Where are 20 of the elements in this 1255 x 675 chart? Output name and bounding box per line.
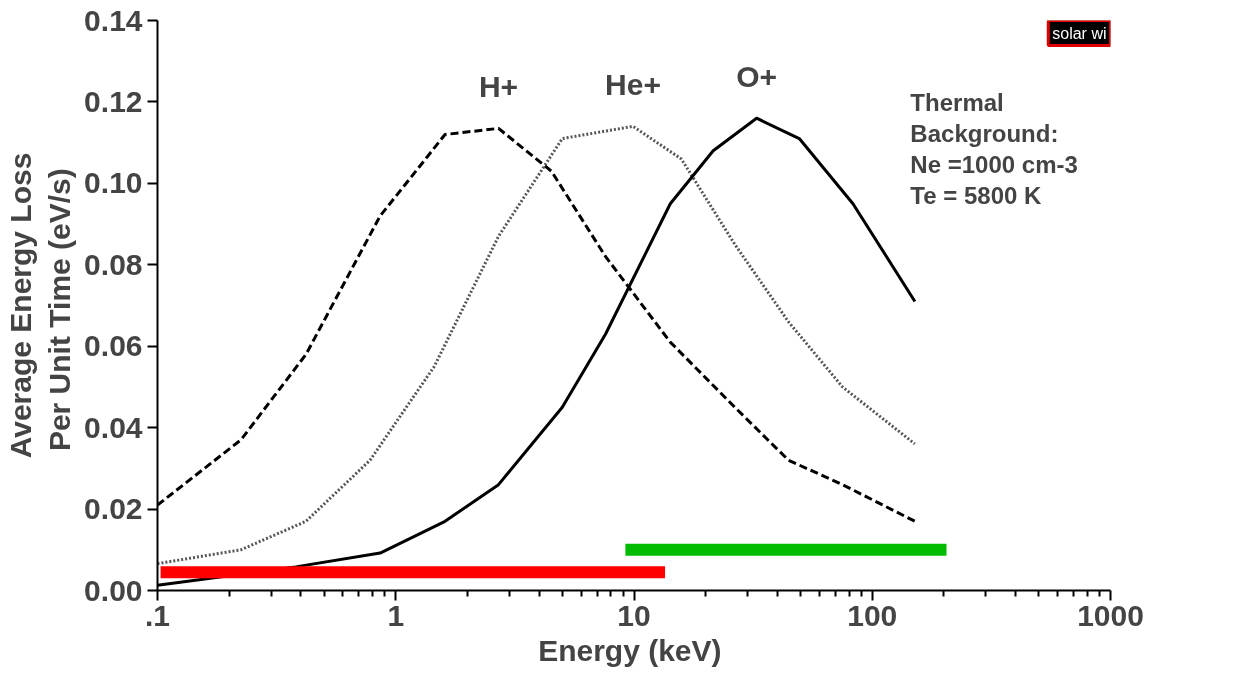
series-label: O+	[736, 60, 778, 94]
annotation: solar wi	[1052, 24, 1107, 42]
x-tick-label: .1	[144, 598, 171, 632]
x-axis-title: Energy (keV)	[538, 633, 722, 667]
x-tick-label: 1000	[1077, 598, 1144, 632]
x-tick-label: 1	[387, 598, 405, 632]
y-tick-label: 0.00	[84, 573, 143, 607]
x-tick-label: 10	[617, 598, 651, 632]
y-tick-label: 0.06	[84, 329, 143, 363]
y-tick-label: 0.10	[84, 166, 143, 200]
y-tick-label: 0.04	[84, 410, 143, 444]
x-tick-label: 100	[847, 598, 898, 632]
y-tick-label: 0.12	[84, 84, 143, 118]
y-tick-label: 0.08	[84, 247, 143, 281]
series-label: H+	[478, 70, 519, 104]
y-tick-label: 0.14	[84, 3, 143, 37]
y-tick-label: 0.02	[84, 492, 143, 526]
series-label: He+	[605, 68, 661, 102]
annotation: Thermal Background: Ne =1000 cm-3 Te = 5800 K	[910, 88, 1078, 210]
y-axis-title: Average Energy Loss Per Unit Time (eV/s)	[3, 152, 77, 459]
